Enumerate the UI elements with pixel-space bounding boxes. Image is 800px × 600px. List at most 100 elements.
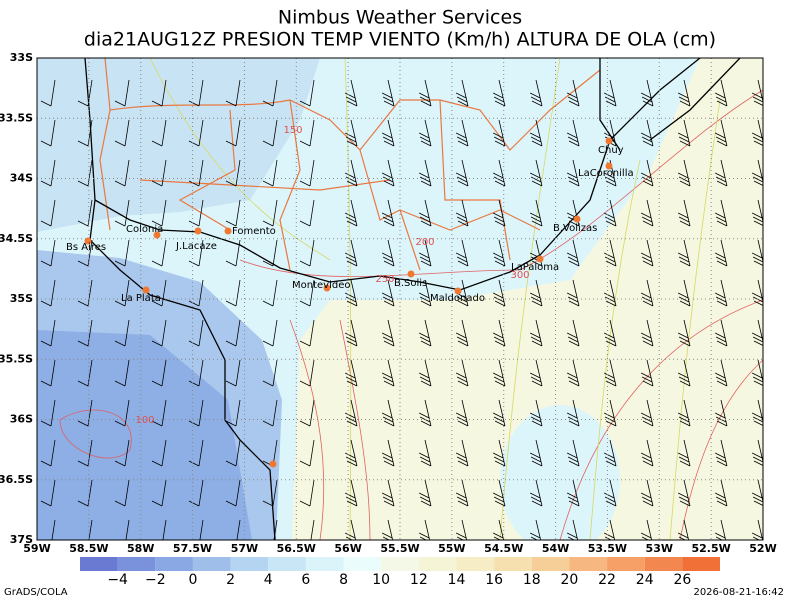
barb [418, 119, 432, 147]
barb [492, 519, 505, 540]
colorbar-label: 18 [523, 572, 541, 588]
lat-label: 34S [10, 172, 33, 185]
colorbar-swatch [381, 557, 419, 571]
colorbar-swatch [155, 557, 193, 571]
barb [225, 79, 241, 107]
barb [455, 479, 469, 507]
barb [344, 439, 358, 467]
barb [77, 199, 93, 227]
barb [77, 159, 93, 187]
barb [344, 399, 358, 427]
barb [114, 439, 130, 467]
barb [114, 239, 130, 267]
colorbar-swatch [117, 557, 156, 571]
barb [529, 279, 543, 307]
place-dot [84, 237, 92, 245]
barb [151, 279, 167, 307]
barb [529, 119, 543, 147]
barb [344, 279, 358, 307]
barb [751, 479, 763, 506]
barb [188, 399, 204, 427]
lon-label: 56.5W [277, 542, 316, 555]
colorbar-label: 4 [264, 572, 273, 588]
lon-label: 59W [23, 542, 50, 555]
colorbar-label: 10 [372, 572, 390, 588]
colorbar-label: 8 [339, 572, 348, 588]
barb [529, 519, 542, 540]
barb [751, 119, 763, 146]
barb [188, 439, 204, 467]
barb [114, 119, 130, 147]
lon-label: 53.5W [588, 542, 627, 555]
barb [603, 279, 617, 307]
barb [51, 519, 56, 540]
barb [299, 319, 315, 347]
contour-label: 150 [283, 125, 302, 136]
barb [418, 159, 432, 187]
barb [492, 79, 506, 107]
barb [262, 119, 278, 147]
barb [299, 399, 315, 427]
barb [492, 159, 506, 187]
barb [262, 199, 278, 227]
barb [640, 519, 653, 540]
barb [77, 319, 93, 347]
barb [714, 399, 728, 427]
barb [455, 439, 469, 467]
barb [262, 279, 278, 307]
colorbar-swatch [531, 557, 570, 571]
colorbar: −4 −2 0 2 4 6 8 10 12 14 16 18 20 22 24 26 [80, 557, 720, 588]
colorbar-label: 26 [673, 572, 691, 588]
barb [225, 319, 241, 347]
barb [381, 279, 395, 307]
barb [418, 479, 432, 507]
barb [77, 119, 93, 147]
colorbar-label: 2 [226, 572, 235, 588]
barb [114, 359, 130, 387]
barb [529, 359, 543, 387]
barb [151, 439, 167, 467]
barb [751, 279, 763, 306]
barb [640, 239, 654, 267]
barb [455, 279, 469, 307]
place-label: B.Solis [394, 278, 427, 289]
lon-label: 58W [127, 542, 154, 555]
barb [344, 479, 358, 507]
barb [566, 359, 580, 387]
colorbar-label: −2 [145, 572, 166, 588]
barb [262, 239, 278, 267]
place-dot [454, 287, 462, 295]
colorbar-label: 12 [410, 572, 428, 588]
barb [114, 279, 130, 307]
barb [529, 319, 543, 347]
barb [566, 479, 580, 507]
barb [188, 239, 204, 267]
barb [640, 479, 654, 507]
barb [492, 439, 506, 467]
barb [40, 119, 56, 147]
barb [188, 119, 204, 147]
barb [225, 359, 241, 387]
barb [529, 79, 543, 107]
barb [236, 519, 241, 540]
barb [40, 159, 56, 187]
barb [492, 199, 506, 227]
colorbar-swatch [494, 557, 532, 571]
barb [566, 519, 579, 540]
place-label: Bs Aires [66, 242, 106, 253]
barb [151, 319, 167, 347]
barb [751, 239, 763, 266]
barb [529, 439, 543, 467]
barb [603, 359, 617, 387]
barb [566, 79, 580, 107]
lon-label: 54W [542, 542, 569, 555]
barb [125, 519, 130, 540]
barb [455, 239, 469, 267]
footer-right: 2026-08-21-16:42 [693, 587, 784, 598]
barb [77, 439, 93, 467]
barb [114, 399, 130, 427]
barb [714, 199, 728, 227]
lon-label: 55W [438, 542, 465, 555]
barb [188, 159, 204, 187]
barb [714, 479, 728, 507]
